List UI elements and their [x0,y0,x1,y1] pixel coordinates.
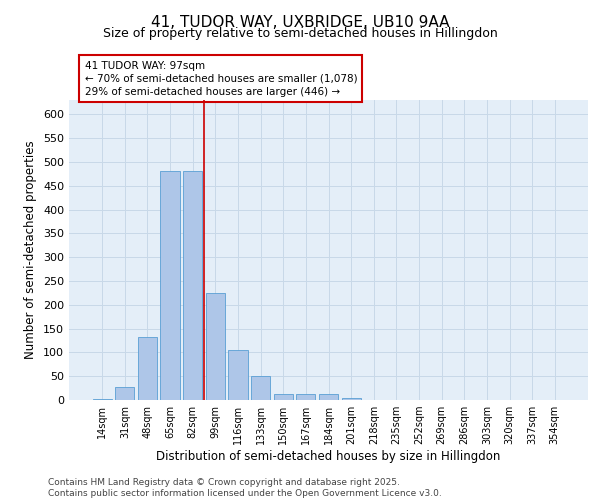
Text: Size of property relative to semi-detached houses in Hillingdon: Size of property relative to semi-detach… [103,28,497,40]
Bar [296,394,316,400]
Bar [274,394,293,400]
Text: 41, TUDOR WAY, UXBRIDGE, UB10 9AA: 41, TUDOR WAY, UXBRIDGE, UB10 9AA [151,15,449,30]
Bar [138,336,157,400]
X-axis label: Distribution of semi-detached houses by size in Hillingdon: Distribution of semi-detached houses by … [157,450,500,463]
Bar [183,172,202,400]
Bar [160,172,180,400]
Text: 41 TUDOR WAY: 97sqm
← 70% of semi-detached houses are smaller (1,078)
29% of sem: 41 TUDOR WAY: 97sqm ← 70% of semi-detach… [85,60,357,97]
Bar [319,394,338,400]
Bar [229,350,248,400]
Bar [92,399,112,400]
Text: Contains HM Land Registry data © Crown copyright and database right 2025.
Contai: Contains HM Land Registry data © Crown c… [48,478,442,498]
Bar [341,398,361,400]
Bar [115,387,134,400]
Y-axis label: Number of semi-detached properties: Number of semi-detached properties [25,140,37,360]
Bar [251,376,270,400]
Bar [206,293,225,400]
